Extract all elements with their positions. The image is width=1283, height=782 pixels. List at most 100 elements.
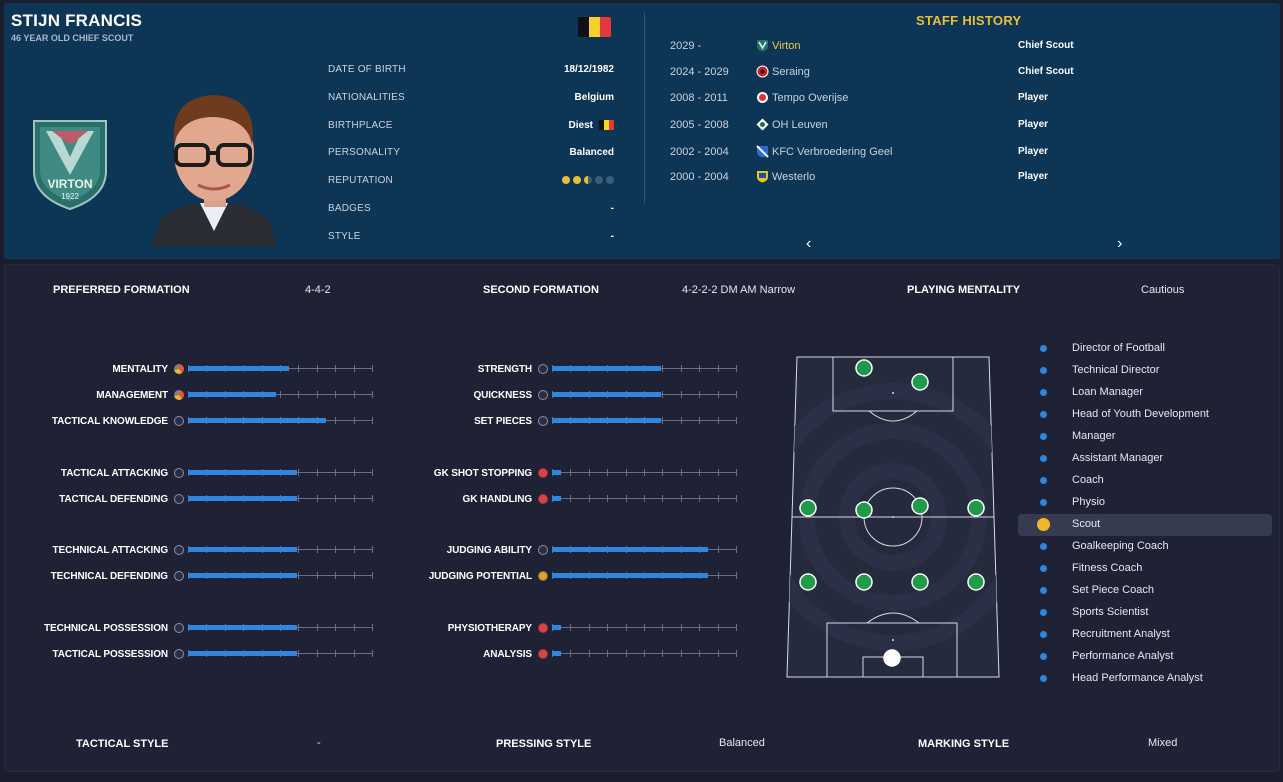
role-label: Physio [1072,496,1106,508]
history-prev-button[interactable]: ‹ [806,235,812,252]
bar-tick [718,624,719,631]
role-item[interactable]: Physio [1018,492,1272,514]
history-row[interactable]: 2000 - 2004 Westerlo Player [670,171,1049,183]
role-item[interactable]: Loan Manager [1018,382,1272,404]
bar-tick [298,469,299,476]
bar-tick [681,624,682,631]
role-label: Coach [1072,474,1104,486]
player-marker [855,501,873,519]
role-item[interactable]: Goalkeeping Coach [1018,536,1272,558]
attribute-label: GK HANDLING [462,494,533,505]
player-marker [967,573,985,591]
club-badge-year: 1922 [61,192,79,201]
info-reputation: REPUTATION [328,175,614,189]
player-marker [911,573,929,591]
bar-tick [681,469,682,476]
role-label: Set Piece Coach [1072,584,1154,596]
info-birthplace[interactable]: BIRTHPLACE Diest [328,120,614,134]
bar-tick [681,417,682,424]
formation-pitch [786,356,1000,678]
ball-icon [174,545,184,555]
history-row[interactable]: 2005 - 2008 OH Leuven Player [670,118,1049,131]
role-dot-icon [1040,345,1047,352]
bar-tick [372,495,373,502]
role-item[interactable]: Performance Analyst [1018,646,1272,668]
role-item[interactable]: Scout [1018,514,1272,536]
bar-tick [662,391,663,398]
second-formation-label: SECOND FORMATION [483,284,599,296]
role-item[interactable]: Recruitment Analyst [1018,624,1272,646]
pie-icon [174,364,184,374]
bar-tick [335,417,336,424]
virton-crest-icon [757,40,768,52]
player-marker [799,499,817,517]
role-label: Manager [1072,430,1116,442]
bar-tick [354,624,355,631]
player-marker [799,573,817,591]
attribute-row: TACTICAL POSSESSION [40,647,373,661]
bar-tick [589,469,590,476]
bar-tick [354,469,355,476]
bar-tick [317,365,318,372]
bar-tick [372,546,373,553]
bar-tick [644,650,645,657]
bar-tick [736,572,737,579]
bar-tick [681,365,682,372]
attribute-row: TECHNICAL POSSESSION [40,621,373,635]
attribute-bar [552,391,737,398]
oh-leuven-crest-icon [756,118,769,131]
info-nationalities[interactable]: NATIONALITIES Belgium [328,92,614,103]
role-item[interactable]: Assistant Manager [1018,448,1272,470]
bar-tick [607,624,608,631]
attribute-bar [188,391,373,398]
bar-tick [626,469,627,476]
attribute-bar [552,624,737,631]
bar-tick [335,365,336,372]
role-dot-icon [1040,367,1047,374]
bar-tick [736,469,737,476]
role-item[interactable]: Coach [1018,470,1272,492]
ball-icon [174,494,184,504]
history-row[interactable]: 2024 - 2029 Seraing Chief Scout [670,65,1074,78]
bar-tick [280,391,281,398]
role-item[interactable]: Fitness Coach [1018,558,1272,580]
player-marker [967,499,985,517]
history-row[interactable]: 2002 - 2004 KFC Verbroedering Geel Playe… [670,145,1049,158]
bar-tick [317,391,318,398]
pressing-style-value: Balanced [719,737,765,749]
bar-tick [736,365,737,372]
history-next-button[interactable]: › [1117,235,1123,252]
role-item[interactable]: Technical Director [1018,360,1272,382]
history-row[interactable]: 2008 - 2011 Tempo Overijse Player [670,92,1049,104]
role-item[interactable]: Director of Football [1018,338,1272,360]
playing-mentality-value: Cautious [1141,284,1185,296]
bar-tick [699,469,700,476]
birthplace-value[interactable]: Diest [568,120,593,131]
bar-tick [699,391,700,398]
role-item[interactable]: Sports Scientist [1018,602,1272,624]
role-label: Head Performance Analyst [1072,672,1203,684]
marking-style-value: Mixed [1148,737,1178,749]
westerlo-crest-icon [757,171,768,183]
role-item[interactable]: Head Performance Analyst [1018,668,1272,690]
bar-tick [317,624,318,631]
info-personality: PERSONALITY Balanced [328,147,614,158]
belgium-flag-icon [578,17,611,37]
attribute-label: JUDGING ABILITY [446,545,532,556]
bar-tick [335,572,336,579]
role-item[interactable]: Manager [1018,426,1272,448]
bar-tick [372,572,373,579]
history-row[interactable]: 2029 - Virton Chief Scout [670,40,1074,52]
role-dot-icon [1040,411,1047,418]
role-item[interactable]: Head of Youth Development [1018,404,1272,426]
role-dot-icon [1040,499,1047,506]
bar-tick [681,650,682,657]
bar-tick [589,495,590,502]
attribute-row: TECHNICAL ATTACKING [40,543,373,557]
bar-tick [736,391,737,398]
role-dot-icon [1040,653,1047,660]
staff-roles-list: Director of Football Technical Director Lo… [1018,338,1272,690]
ball-icon [538,545,548,555]
bar-tick [626,650,627,657]
role-item[interactable]: Set Piece Coach [1018,580,1272,602]
